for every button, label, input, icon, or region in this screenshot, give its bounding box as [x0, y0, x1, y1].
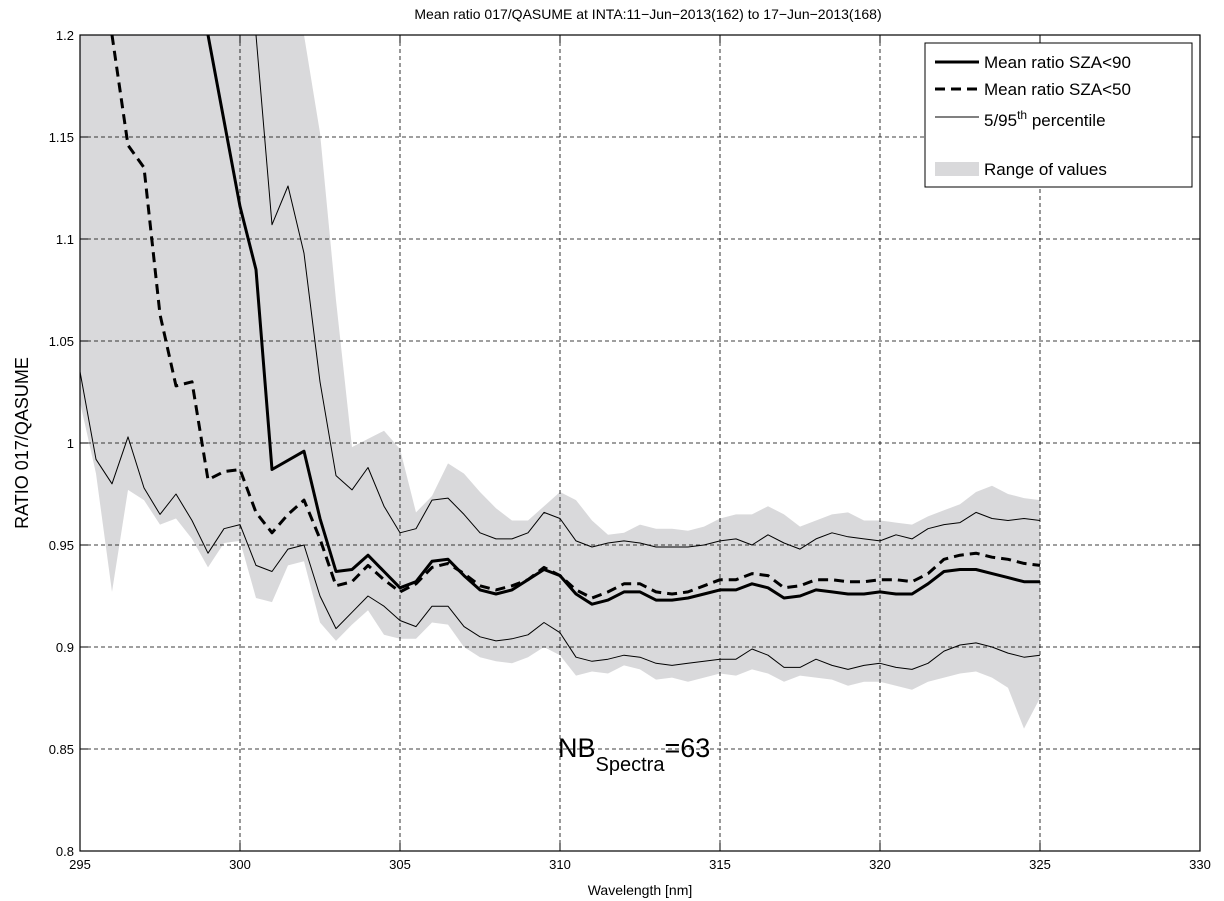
y-tick-label: 1.2 [56, 28, 74, 43]
x-tick-label: 320 [869, 857, 891, 872]
y-tick-label: 1.15 [49, 130, 74, 145]
y-tick-label: 0.9 [56, 640, 74, 655]
y-tick-label: 1 [67, 436, 74, 451]
chart-title: Mean ratio 017/QASUME at INTA:11−Jun−201… [414, 6, 881, 22]
legend: Mean ratio SZA<90 Mean ratio SZA<50 5/95… [924, 42, 1193, 188]
y-tick-label: 1.1 [56, 232, 74, 247]
y-tick-label: 0.85 [49, 742, 74, 757]
grid-layer [80, 35, 1200, 851]
series-line-1 [110, 34, 1041, 600]
legend-percentile-sup: th [1017, 108, 1027, 122]
x-tick-label: 300 [229, 857, 251, 872]
range-band [80, 35, 1040, 729]
legend-swatch-range [935, 162, 979, 176]
x-tick-label: 315 [709, 857, 731, 872]
annotation: NBSpectra=63 [558, 733, 710, 776]
range-layer [80, 35, 1040, 729]
x-tick-label: 295 [69, 857, 91, 872]
y-tick-label: 0.95 [49, 538, 74, 553]
x-tick-label: 305 [389, 857, 411, 872]
series-line-0 [206, 34, 1040, 606]
x-tick-label: 325 [1029, 857, 1051, 872]
legend-label-mean90: Mean ratio SZA<90 [984, 53, 1131, 72]
x-tick-label: 330 [1189, 857, 1211, 872]
legend-percentile-base: 5/95 [984, 111, 1017, 130]
annotation-sub: Spectra [596, 754, 666, 776]
annotation-main: NB [558, 733, 596, 763]
series-line-2 [79, 371, 1041, 670]
legend-label-mean50: Mean ratio SZA<50 [984, 80, 1131, 99]
annotation-tail: =63 [664, 733, 710, 763]
y-tick-label: 1.05 [49, 334, 74, 349]
x-tick-label: 310 [549, 857, 571, 872]
series-layer [79, 34, 1041, 670]
legend-label-percentile: 5/95th percentile [984, 108, 1106, 130]
legend-label-range: Range of values [984, 160, 1107, 179]
y-tick-label: 0.8 [56, 844, 74, 859]
legend-percentile-rest: percentile [1027, 111, 1105, 130]
x-axis-label: Wavelength [nm] [588, 882, 693, 898]
tick-layer: 295 300 305 310 315 320 325 330 0.8 0.85 0.9 0.95 1 1… [49, 28, 1211, 872]
y-axis-label: RATIO 017/QASUME [12, 357, 32, 529]
series-line-3 [224, 34, 1041, 550]
